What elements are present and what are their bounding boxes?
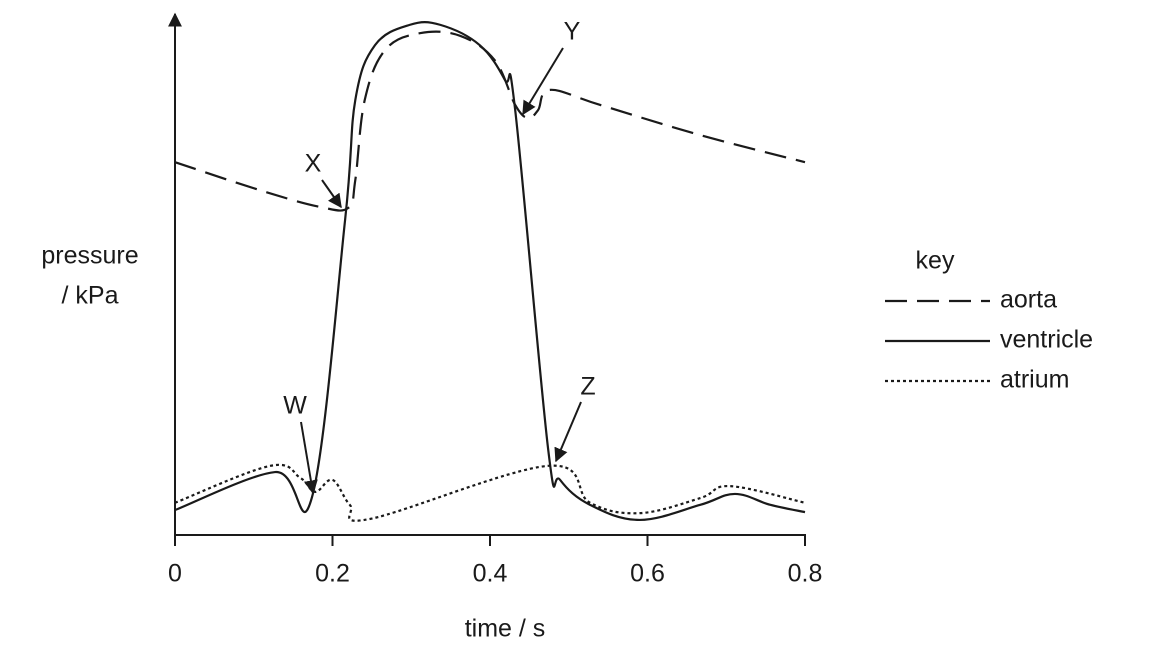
line-ventricle <box>174 21 806 522</box>
line-atrium <box>174 463 806 522</box>
line-aorta <box>174 30 806 212</box>
legend-label: ventricle <box>1000 326 1093 354</box>
y-axis-label: / kPa <box>62 282 119 310</box>
x-tick-label: 0 <box>168 560 182 588</box>
annotation: X <box>305 150 322 178</box>
x-tick-label: 0.6 <box>630 560 665 588</box>
annotations: W X Y Z <box>283 18 596 495</box>
arrow <box>554 401 582 463</box>
legend-label: atrium <box>1000 366 1069 394</box>
x-tick-label: 0.4 <box>473 560 508 588</box>
annotation: W <box>283 392 307 420</box>
x-tick-label: 0.2 <box>315 560 350 588</box>
x-axis-label: time / s <box>465 615 546 643</box>
arrow <box>522 47 564 116</box>
x-tick-label: 0.8 <box>788 560 823 588</box>
y-axis-label: pressure <box>41 242 138 270</box>
annotation: Z <box>580 373 595 401</box>
annotation: Y <box>564 18 581 46</box>
arrow <box>321 179 342 209</box>
legend-label: aorta <box>1000 286 1057 314</box>
arrow <box>300 421 318 495</box>
legend-title: key <box>916 247 955 275</box>
